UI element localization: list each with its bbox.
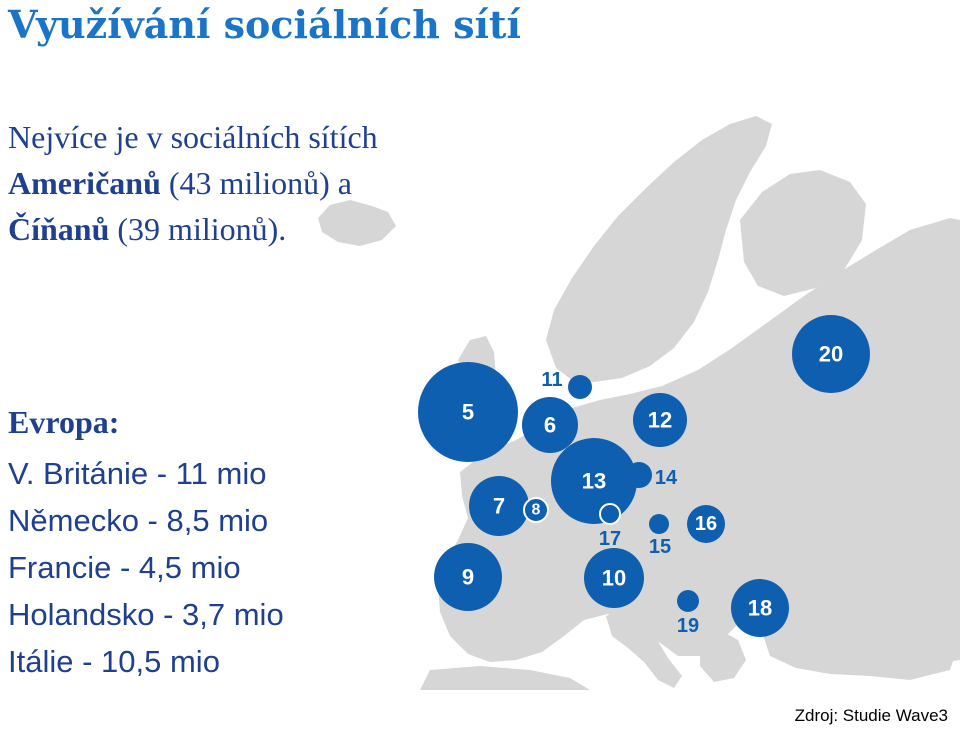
- intro-text: Nejvíce je v sociálních sítích Američanů…: [8, 114, 408, 252]
- land-finland-russia: [740, 170, 866, 296]
- marker-16-circle: [687, 505, 725, 543]
- europe-stats-list: V. Británie - 11 mio Německo - 8,5 mio F…: [8, 450, 284, 685]
- marker-6-label: 6: [544, 413, 556, 438]
- page-title: Využívání sociálních sítí: [8, 2, 521, 47]
- land-scandinavia: [546, 116, 772, 382]
- intro-part2: (43 milionů) a: [160, 165, 352, 201]
- marker-12-label: 12: [648, 408, 672, 433]
- marker-11-circle: [568, 375, 592, 399]
- marker-9-label: 9: [462, 565, 474, 590]
- marker-9-circle: [434, 543, 502, 611]
- marker-20-label: 20: [819, 342, 843, 367]
- land-shapes: [318, 116, 960, 690]
- stat-item-france: Francie - 4,5 mio: [8, 550, 241, 585]
- marker-7-circle: [469, 476, 529, 536]
- marker-5-circle: [418, 362, 518, 462]
- marker-13-label: 13: [582, 469, 606, 494]
- marker-19-label: 19: [677, 615, 699, 637]
- stat-item-italy: Itálie - 10,5 mio: [8, 644, 220, 679]
- marker-20-circle: [792, 315, 870, 393]
- stat-item-netherlands: Holandsko - 3,7 mio: [8, 597, 284, 632]
- marker-6-circle: [522, 397, 578, 453]
- intro-part3: (39 milionů).: [109, 211, 287, 247]
- intro-chinese: Číňanů: [8, 211, 110, 247]
- marker-11-label: 11: [541, 369, 562, 391]
- marker-10-label: 10: [602, 566, 626, 591]
- marker-16-label: 16: [695, 513, 717, 535]
- marker-19-circle: [677, 590, 699, 612]
- marker-8-label: 8: [532, 502, 541, 519]
- land-turkey: [758, 604, 960, 680]
- marker-15-label: 15: [649, 536, 671, 558]
- marker-8-circle: [523, 497, 549, 523]
- land-north-africa: [420, 666, 590, 690]
- land-italy: [606, 608, 682, 688]
- marker-18-circle: [731, 579, 789, 637]
- intro-part1: Nejvíce je v sociálních sítích: [8, 119, 378, 155]
- marker-17-label: 17: [599, 528, 621, 550]
- marker-12-circle: [633, 393, 687, 447]
- europe-heading: Evropa:: [8, 404, 120, 440]
- marker-14-circle: [626, 462, 652, 488]
- marker-13-circle: [551, 438, 637, 524]
- marker-18-label: 18: [748, 596, 772, 621]
- marker-15-circle: [649, 514, 669, 534]
- marker-7-label: 7: [493, 494, 505, 519]
- intro-americans: Američanů: [8, 165, 161, 201]
- marker-17-circle: [599, 503, 621, 525]
- stat-item-germany: Německo - 8,5 mio: [8, 503, 269, 538]
- stat-item-uk: V. Británie - 11 mio: [8, 456, 267, 491]
- europe-map: 5 6 7 8 9 10 11 12 13 14 15 16 1: [318, 116, 960, 690]
- marker-layer: 5 6 7 8 9 10 11 12 13 14 15 16 1: [418, 315, 870, 637]
- marker-5-label: 5: [462, 400, 474, 425]
- land-iceland: [318, 200, 396, 246]
- marker-14-label: 14: [655, 467, 678, 489]
- land-greece: [700, 630, 746, 682]
- marker-10-circle: [584, 548, 644, 608]
- source-note: Zdroj: Studie Wave3: [794, 706, 948, 725]
